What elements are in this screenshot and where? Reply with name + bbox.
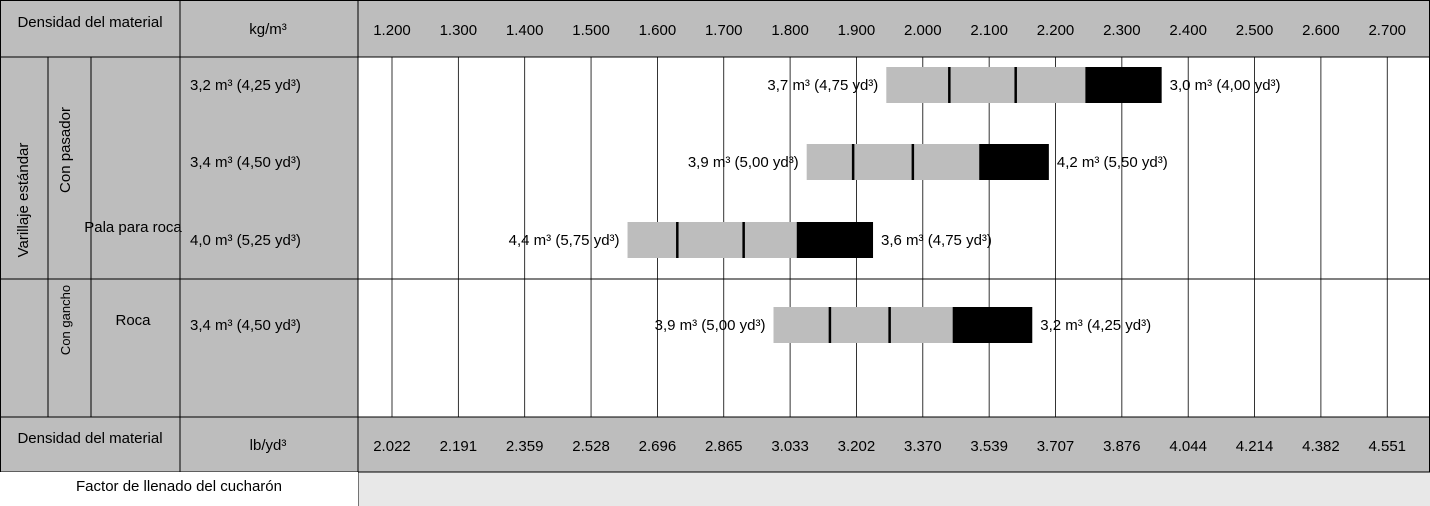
- tick-bottom-9: 3.539: [970, 438, 1008, 455]
- bottom-tick-labels: 2.022 2.191 2.359 2.528 2.696 2.865 3.033 3.202…: [373, 438, 1406, 455]
- bar-black-3: [952, 307, 1033, 343]
- unit-imperial-label: lb/yd³: [250, 437, 287, 454]
- bar-grey-0: [886, 67, 1086, 103]
- bar-black-2: [796, 222, 874, 258]
- tick-bottom-1: 2.191: [440, 438, 478, 455]
- bar-grey-1: [806, 144, 980, 180]
- tick-top-4: 1.600: [639, 22, 677, 39]
- tick-bottom-3: 2.528: [572, 438, 610, 455]
- tick-top-3: 1.500: [572, 22, 610, 39]
- rock-bucket-label: Pala para roca: [84, 219, 182, 236]
- top-tick-labels: 1.200 1.300 1.400 1.500 1.600 1.700 1.800 1.900…: [373, 22, 1406, 39]
- bar-grey-2: [627, 222, 797, 258]
- tick-top-15: 2.700: [1368, 22, 1406, 39]
- tick-top-5: 1.700: [705, 22, 743, 39]
- bar-black-0: [1085, 67, 1162, 103]
- bar-grey-3: [773, 307, 953, 343]
- legend-area-bg: [358, 472, 1430, 506]
- tick-top-11: 2.300: [1103, 22, 1141, 39]
- tick-bottom-2: 2.359: [506, 438, 544, 455]
- tick-top-10: 2.200: [1037, 22, 1075, 39]
- tick-top-9: 2.100: [970, 22, 1008, 39]
- group-hook-label: Con gancho: [58, 285, 73, 355]
- tick-bottom-7: 3.202: [838, 438, 876, 455]
- row-left-label-3: 3,9 m³ (5,00 yd³): [655, 317, 766, 334]
- tick-bottom-5: 2.865: [705, 438, 743, 455]
- unit-metric-label: kg/m³: [249, 21, 287, 38]
- tick-bottom-12: 4.044: [1169, 438, 1207, 455]
- density-label-top-line1: Densidad del material: [17, 14, 162, 31]
- tick-top-7: 1.900: [838, 22, 876, 39]
- tick-bottom-0: 2.022: [373, 438, 411, 455]
- left-header-bg: [0, 0, 358, 472]
- row-right-label-3: 3,2 m³ (4,25 yd³): [1040, 317, 1151, 334]
- tick-top-2: 1.400: [506, 22, 544, 39]
- plot-area: [358, 57, 1430, 417]
- row-capacity-0: 3,2 m³ (4,25 yd³): [190, 77, 301, 94]
- legend-title: Factor de llenado del cucharón: [76, 478, 282, 495]
- bar-black-1: [979, 144, 1049, 180]
- tick-bottom-15: 4.551: [1368, 438, 1406, 455]
- row-capacity-3: 3,4 m³ (4,50 yd³): [190, 317, 301, 334]
- tick-top-13: 2.500: [1236, 22, 1274, 39]
- tick-top-6: 1.800: [771, 22, 809, 39]
- tick-bottom-13: 4.214: [1236, 438, 1274, 455]
- rock-label: Roca: [115, 312, 151, 329]
- tick-top-0: 1.200: [373, 22, 411, 39]
- row-right-label-2: 3,6 m³ (4,75 yd³): [881, 232, 992, 249]
- row-left-label-0: 3,7 m³ (4,75 yd³): [767, 77, 878, 94]
- tick-top-8: 2.000: [904, 22, 942, 39]
- row-right-label-1: 4,2 m³ (5,50 yd³): [1057, 154, 1168, 171]
- bottom-left-bg: [0, 417, 358, 472]
- tick-top-1: 1.300: [440, 22, 478, 39]
- tick-top-12: 2.400: [1169, 22, 1207, 39]
- row-left-label-2: 4,4 m³ (5,75 yd³): [509, 232, 620, 249]
- tick-bottom-4: 2.696: [639, 438, 677, 455]
- tick-bottom-8: 3.370: [904, 438, 942, 455]
- row-capacity-2: 4,0 m³ (5,25 yd³): [190, 232, 301, 249]
- row-capacity-1: 3,4 m³ (4,50 yd³): [190, 154, 301, 171]
- row-right-label-0: 3,0 m³ (4,00 yd³): [1170, 77, 1281, 94]
- tick-top-14: 2.600: [1302, 22, 1340, 39]
- data-rows: 3,2 m³ (4,25 yd³) 3,7 m³ (4,75 yd³) 3,0 m³…: [0, 67, 1281, 506]
- bottom-header-bg: [358, 417, 1430, 472]
- group-pin-label: Con pasador: [57, 107, 74, 193]
- tick-bottom-6: 3.033: [771, 438, 809, 455]
- density-label-bottom: Densidad del material: [17, 430, 162, 447]
- tick-bottom-11: 3.876: [1103, 438, 1141, 455]
- top-header-bg: [358, 0, 1430, 57]
- tick-bottom-14: 4.382: [1302, 438, 1340, 455]
- legend-cover: [0, 472, 358, 506]
- row-left-label-1: 3,9 m³ (5,00 yd³): [688, 154, 799, 171]
- group-main-label: Varillaje estándar: [15, 143, 32, 258]
- tick-bottom-10: 3.707: [1037, 438, 1075, 455]
